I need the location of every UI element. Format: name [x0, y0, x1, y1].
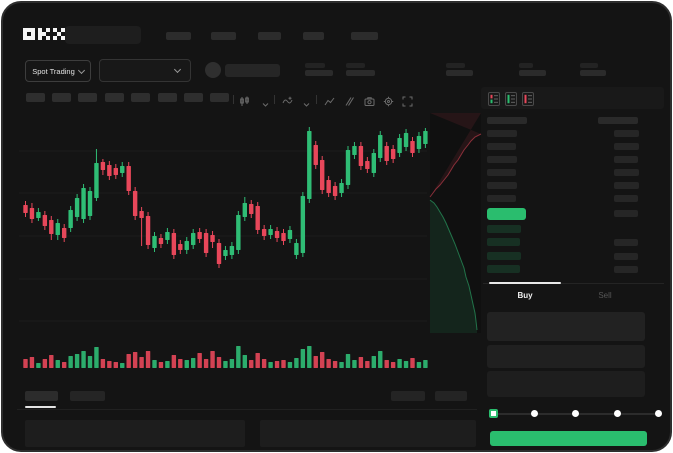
line-tool-icon[interactable] — [324, 94, 335, 106]
ask-row-price-6[interactable] — [487, 195, 516, 202]
timeframe-button-8[interactable] — [210, 93, 230, 102]
indicator-icon[interactable] — [282, 94, 293, 105]
tab-sell[interactable]: Sell — [598, 290, 612, 300]
order-form-field-2[interactable] — [487, 345, 645, 368]
ask-row-price-3[interactable] — [487, 156, 517, 163]
ask-row-amount-1[interactable] — [614, 130, 639, 137]
ticker-stat-value-4 — [519, 70, 546, 76]
slider-stop-1[interactable] — [530, 410, 538, 417]
ask-row-price-4[interactable] — [487, 169, 516, 176]
bottom-panel-1 — [25, 420, 245, 447]
candle-type-icon[interactable] — [239, 94, 250, 106]
slider-stop-4[interactable] — [654, 410, 662, 417]
active-tab-indicator — [489, 282, 561, 284]
market-type-label: Spot Trading — [32, 66, 75, 76]
nav-item-1[interactable] — [166, 32, 191, 40]
order-form-field-3[interactable] — [487, 371, 645, 397]
ticker-stat-value-3 — [446, 70, 473, 76]
bid-row-price-3[interactable] — [487, 252, 521, 260]
buy-submit-button[interactable] — [490, 431, 647, 446]
bottom-action-button-2[interactable] — [435, 391, 467, 401]
nav-item-5[interactable] — [351, 32, 378, 40]
orderbook-asks-icon[interactable] — [522, 92, 534, 106]
ticker-stat-label-4 — [519, 63, 533, 68]
orderbook-header-price — [487, 117, 527, 124]
timeframe-button-6[interactable] — [157, 93, 177, 102]
market-type-selector[interactable]: Spot Trading — [25, 60, 91, 82]
ask-row-price-5[interactable] — [487, 182, 517, 189]
bottom-action-button-1[interactable] — [391, 391, 425, 401]
search-input[interactable] — [65, 26, 141, 44]
last-price-badge[interactable] — [487, 208, 526, 220]
ticker-stat-label-3 — [446, 63, 465, 68]
order-form-field-1[interactable] — [487, 312, 645, 341]
timeframe-button-3[interactable] — [78, 93, 98, 102]
coin-icon — [205, 62, 221, 78]
timeframe-button-4[interactable] — [104, 93, 124, 102]
ask-row-price-2[interactable] — [487, 143, 516, 150]
bid-row-amount-4[interactable] — [614, 266, 638, 273]
ask-row-amount-2[interactable] — [614, 143, 639, 150]
active-tab-underline — [25, 406, 56, 408]
ask-row-amount-6[interactable] — [614, 195, 638, 202]
nav-item-4[interactable] — [303, 32, 324, 40]
slider-stop-2[interactable] — [571, 410, 579, 417]
pair-selector[interactable] — [99, 59, 191, 82]
ask-row-amount-4[interactable] — [614, 169, 639, 176]
divider — [17, 409, 477, 410]
compare-icon[interactable] — [344, 94, 355, 106]
settings-icon[interactable] — [383, 94, 394, 107]
slider-handle[interactable] — [488, 409, 498, 418]
nav-item-3[interactable] — [258, 32, 281, 40]
candlestick-chart[interactable] — [3, 3, 672, 452]
ask-row-amount-3[interactable] — [614, 156, 638, 163]
ticker-stat-value-2 — [346, 70, 375, 76]
camera-icon[interactable] — [364, 94, 375, 106]
bottom-tab-2[interactable] — [70, 391, 105, 401]
ticker-stat-value-1 — [305, 70, 333, 76]
ask-row-amount-5[interactable] — [614, 182, 639, 189]
ticker-stat-label-2 — [346, 63, 365, 68]
orderbook-both-icon[interactable] — [488, 92, 500, 106]
bottom-panel-2 — [260, 420, 476, 447]
timeframe-button-5[interactable] — [131, 93, 151, 102]
okx-logo — [23, 28, 65, 41]
bid-row-price-2[interactable] — [487, 238, 520, 246]
ask-row-price-1[interactable] — [487, 130, 517, 137]
timeframe-button-7[interactable] — [183, 93, 203, 102]
bid-row-amount-2[interactable] — [614, 239, 638, 246]
orderbook-header-amount — [598, 117, 638, 124]
bid-row-amount-3[interactable] — [614, 253, 638, 260]
divider — [483, 283, 664, 284]
orderbook-bids-icon[interactable] — [505, 92, 517, 106]
tab-buy[interactable]: Buy — [517, 290, 533, 300]
ticker-stat-label-5 — [580, 63, 598, 68]
chevron-down-icon[interactable] — [261, 96, 272, 107]
pair-title-placeholder — [225, 64, 280, 77]
bottom-tab-1[interactable] — [25, 391, 58, 401]
chevron-down-icon[interactable] — [302, 96, 313, 107]
bid-row-price-1[interactable] — [487, 225, 521, 233]
last-price-amount — [614, 210, 638, 217]
timeframe-button-1[interactable] — [25, 93, 45, 102]
nav-item-2[interactable] — [211, 32, 236, 40]
fullscreen-icon[interactable] — [402, 94, 413, 107]
slider-stop-3[interactable] — [613, 410, 621, 417]
timeframe-button-2[interactable] — [51, 93, 71, 102]
bid-row-price-4[interactable] — [487, 265, 520, 273]
ticker-stat-value-5 — [580, 70, 606, 76]
ticker-stat-label-1 — [305, 63, 325, 68]
